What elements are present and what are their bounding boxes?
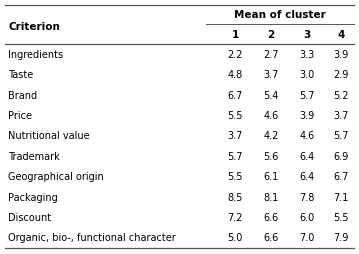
Text: 6.1: 6.1 (264, 172, 279, 182)
Text: 6.6: 6.6 (264, 232, 279, 243)
Text: 2.2: 2.2 (227, 50, 243, 60)
Text: 7.2: 7.2 (227, 212, 243, 222)
Text: 3.7: 3.7 (228, 131, 243, 141)
Text: 2.7: 2.7 (263, 50, 279, 60)
Text: 5.0: 5.0 (228, 232, 243, 243)
Text: 4: 4 (337, 29, 345, 39)
Text: 5.2: 5.2 (333, 90, 349, 100)
Text: 2.9: 2.9 (334, 70, 349, 80)
Text: 5.5: 5.5 (333, 212, 349, 222)
Text: 5.6: 5.6 (264, 151, 279, 161)
Text: 8.1: 8.1 (264, 192, 279, 202)
Text: 3.7: 3.7 (334, 111, 349, 121)
Text: Nutritional value: Nutritional value (8, 131, 90, 141)
Text: 6.4: 6.4 (299, 172, 314, 182)
Text: 3.0: 3.0 (299, 70, 314, 80)
Text: 5.5: 5.5 (227, 172, 243, 182)
Text: 6.6: 6.6 (264, 212, 279, 222)
Text: 5.7: 5.7 (299, 90, 315, 100)
Text: Geographical origin: Geographical origin (8, 172, 104, 182)
Text: 5.7: 5.7 (227, 151, 243, 161)
Text: 7.1: 7.1 (334, 192, 349, 202)
Text: 1: 1 (232, 29, 239, 39)
Text: Discount: Discount (8, 212, 51, 222)
Text: Organic, bio-, functional character: Organic, bio-, functional character (8, 232, 176, 243)
Text: 5.4: 5.4 (264, 90, 279, 100)
Text: 5.5: 5.5 (227, 111, 243, 121)
Text: 8.5: 8.5 (228, 192, 243, 202)
Text: 7.9: 7.9 (334, 232, 349, 243)
Text: 7.8: 7.8 (299, 192, 314, 202)
Text: 4.6: 4.6 (299, 131, 314, 141)
Text: 3.9: 3.9 (299, 111, 314, 121)
Text: 4.6: 4.6 (264, 111, 279, 121)
Text: 3: 3 (303, 29, 311, 39)
Text: 6.0: 6.0 (299, 212, 314, 222)
Text: 6.7: 6.7 (334, 172, 349, 182)
Text: Brand: Brand (8, 90, 37, 100)
Text: 6.4: 6.4 (299, 151, 314, 161)
Text: Mean of cluster: Mean of cluster (234, 10, 326, 20)
Text: 6.7: 6.7 (228, 90, 243, 100)
Text: Taste: Taste (8, 70, 33, 80)
Text: Criterion: Criterion (8, 22, 60, 32)
Text: 2: 2 (267, 29, 275, 39)
Text: 7.0: 7.0 (299, 232, 314, 243)
Text: 6.9: 6.9 (334, 151, 349, 161)
Text: 5.7: 5.7 (333, 131, 349, 141)
Text: Packaging: Packaging (8, 192, 58, 202)
Text: 4.8: 4.8 (228, 70, 243, 80)
Text: Price: Price (8, 111, 32, 121)
Text: Trademark: Trademark (8, 151, 60, 161)
Text: 3.9: 3.9 (334, 50, 349, 60)
Text: 3.7: 3.7 (264, 70, 279, 80)
Text: Ingredients: Ingredients (8, 50, 64, 60)
Text: 3.3: 3.3 (299, 50, 314, 60)
Text: 4.2: 4.2 (264, 131, 279, 141)
